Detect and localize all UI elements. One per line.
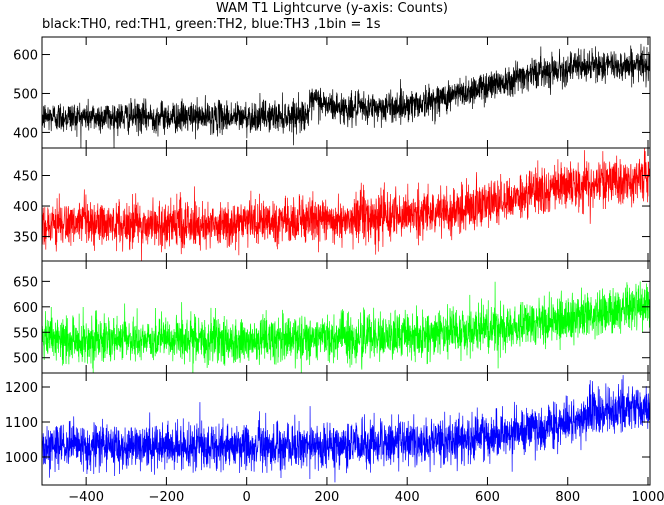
x-tick-label: 600 <box>475 490 500 505</box>
x-tick-label: 200 <box>315 490 340 505</box>
y-tick-label-th3: 1200 <box>5 381 38 396</box>
x-tick-label: −200 <box>149 490 185 505</box>
y-tick-label-th0: 400 <box>13 126 38 141</box>
y-tick-label-th0: 600 <box>13 49 38 64</box>
x-tick-label: 1000 <box>631 490 664 505</box>
panel-frame-th3 <box>41 372 651 486</box>
x-tick-label: 400 <box>395 490 420 505</box>
y-tick-label-th3: 1000 <box>5 451 38 466</box>
y-tick-label-th1: 350 <box>13 231 38 246</box>
y-tick-label-th3: 1100 <box>5 416 38 431</box>
y-tick-label-th2: 500 <box>13 352 38 367</box>
y-tick-label-th2: 650 <box>13 275 38 290</box>
y-tick-label-th2: 600 <box>13 301 38 316</box>
panel-frame-th1 <box>41 147 651 262</box>
y-tick-label-th1: 450 <box>13 169 38 184</box>
chart-subtitle: black:TH0, red:TH1, green:TH2, blue:TH3 … <box>42 17 381 32</box>
x-tick-label: 0 <box>243 490 251 505</box>
x-tick-label: 800 <box>555 490 580 505</box>
series-line-th2 <box>42 272 650 373</box>
panel-frame-th0 <box>41 36 651 149</box>
y-tick-label-th0: 500 <box>13 87 38 102</box>
x-tick-label: −400 <box>68 490 104 505</box>
series-line-th0 <box>42 43 650 148</box>
y-tick-label-th1: 400 <box>13 200 38 215</box>
chart-title: WAM T1 Lightcurve (y-axis: Counts) <box>216 1 448 16</box>
series-line-th3 <box>42 375 650 483</box>
y-tick-label-th2: 550 <box>13 326 38 341</box>
series-line-th1 <box>42 148 650 261</box>
